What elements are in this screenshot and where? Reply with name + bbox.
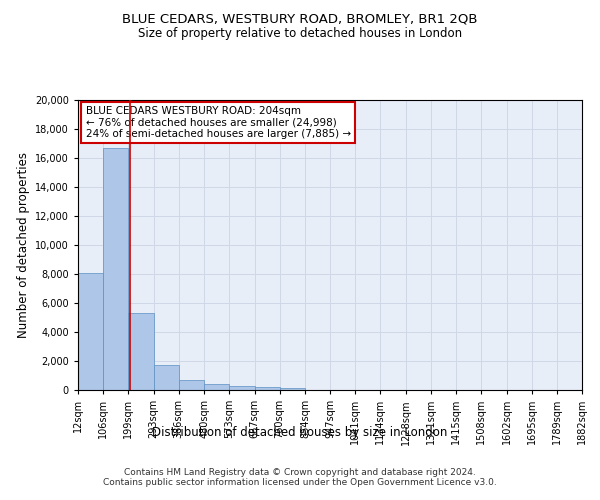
Text: Distribution of detached houses by size in London: Distribution of detached houses by size …: [152, 426, 448, 439]
Bar: [179, 380, 204, 390]
Text: Size of property relative to detached houses in London: Size of property relative to detached ho…: [138, 28, 462, 40]
Text: BLUE CEDARS WESTBURY ROAD: 204sqm
← 76% of detached houses are smaller (24,998)
: BLUE CEDARS WESTBURY ROAD: 204sqm ← 76% …: [86, 106, 350, 139]
Bar: [154, 364, 179, 390]
Bar: [204, 384, 229, 390]
Y-axis label: Number of detached properties: Number of detached properties: [17, 152, 29, 338]
Bar: [78, 272, 103, 390]
Bar: [103, 148, 128, 390]
Bar: [128, 313, 154, 390]
Text: BLUE CEDARS, WESTBURY ROAD, BROMLEY, BR1 2QB: BLUE CEDARS, WESTBURY ROAD, BROMLEY, BR1…: [122, 12, 478, 26]
Bar: [229, 386, 254, 390]
Text: Contains HM Land Registry data © Crown copyright and database right 2024.
Contai: Contains HM Land Registry data © Crown c…: [103, 468, 497, 487]
Bar: [280, 388, 305, 390]
Bar: [254, 387, 280, 390]
